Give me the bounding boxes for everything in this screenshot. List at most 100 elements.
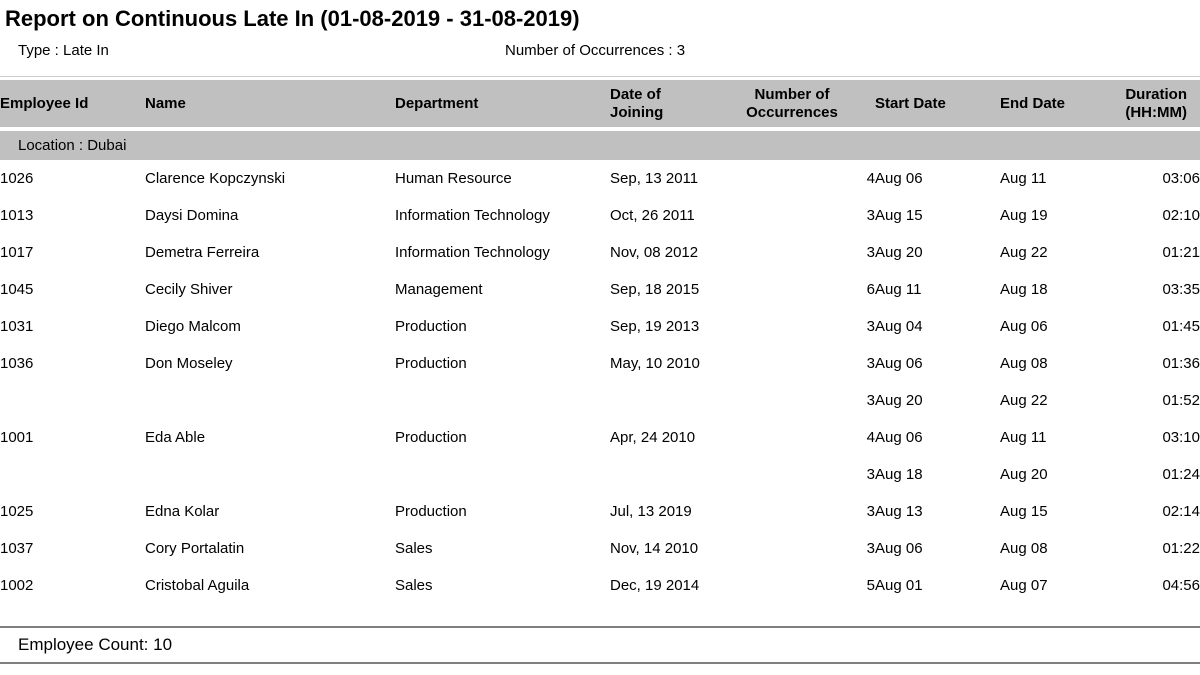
cell-employee-id: 1031 <box>0 318 34 335</box>
cell-end-date: Aug 08 <box>1000 355 1048 372</box>
cell-date-of-joining: Nov, 08 2012 <box>610 244 699 261</box>
cell-employee-id: 1026 <box>0 170 34 187</box>
col-header-start-date: Start Date <box>875 80 1000 131</box>
cell-duration: 02:10 <box>1162 207 1200 224</box>
location-group-label: Location : Dubai <box>0 131 1200 160</box>
cell-duration: 03:06 <box>1162 170 1200 187</box>
cell-end-date: Aug 11 <box>1000 170 1047 187</box>
cell-date-of-joining: Oct, 26 2011 <box>610 207 695 224</box>
table-row: 1013 Daysi Domina Information Technology… <box>0 197 1200 234</box>
cell-end-date: Aug 19 <box>1000 207 1048 224</box>
cell-start-date: Aug 20 <box>875 244 923 261</box>
table-row: 1017 Demetra Ferreira Information Techno… <box>0 234 1200 271</box>
cell-start-date: Aug 13 <box>875 503 923 520</box>
cell-name: Daysi Domina <box>145 207 239 224</box>
cell-name <box>145 456 395 493</box>
cell-duration: 02:14 <box>1162 503 1200 520</box>
cell-duration: 04:56 <box>1162 577 1200 594</box>
cell-occurrences: 5 <box>866 577 875 594</box>
page-title: Report on Continuous Late In (01-08-2019… <box>5 6 580 31</box>
table-row: 1002 Cristobal Aguila Sales Dec, 19 2014… <box>0 567 1200 604</box>
cell-date-of-joining: Sep, 19 2013 <box>610 318 700 335</box>
table-header-row: Employee Id Name Department Date of Join… <box>0 80 1200 131</box>
col-header-duration: Duration (HH:MM) <box>1115 80 1200 131</box>
table-body: 1026 Clarence Kopczynski Human Resource … <box>0 160 1200 604</box>
col-header-department: Department <box>395 80 610 131</box>
cell-start-date: Aug 04 <box>875 318 923 335</box>
cell-name: Clarence Kopczynski <box>145 170 286 187</box>
cell-date-of-joining: Sep, 13 2011 <box>610 170 699 187</box>
cell-occurrences: 3 <box>866 207 875 224</box>
cell-start-date: Aug 20 <box>875 392 923 409</box>
cell-department: Sales <box>395 577 433 594</box>
cell-duration: 01:36 <box>1162 355 1200 372</box>
cell-end-date: Aug 07 <box>1000 577 1048 594</box>
cell-occurrences: 3 <box>866 392 875 409</box>
cell-end-date: Aug 18 <box>1000 281 1048 298</box>
table-row: 1025 Edna Kolar Production Jul, 13 2019 … <box>0 493 1200 530</box>
cell-date-of-joining: Sep, 18 2015 <box>610 281 700 298</box>
cell-date-of-joining: Dec, 19 2014 <box>610 577 700 594</box>
cell-start-date: Aug 01 <box>875 577 923 594</box>
report-occurrences-label: Number of Occurrences : 3 <box>505 42 686 59</box>
cell-duration: 03:10 <box>1162 429 1200 446</box>
cell-occurrences: 3 <box>866 466 875 483</box>
table-row: 3 Aug 20 Aug 22 01:52 <box>0 382 1200 419</box>
cell-department <box>395 456 610 493</box>
cell-duration: 03:35 <box>1162 281 1200 298</box>
table-row: 1031 Diego Malcom Production Sep, 19 201… <box>0 308 1200 345</box>
cell-employee-id <box>0 382 145 419</box>
cell-end-date: Aug 11 <box>1000 429 1047 446</box>
cell-start-date: Aug 11 <box>875 281 922 298</box>
col-header-occurrences-label: Number of Occurrences <box>746 85 838 121</box>
cell-occurrences: 3 <box>866 244 875 261</box>
cell-employee-id: 1045 <box>0 281 34 298</box>
cell-occurrences: 3 <box>866 318 875 335</box>
report-table: Employee Id Name Department Date of Join… <box>0 80 1200 604</box>
table-row: 1026 Clarence Kopczynski Human Resource … <box>0 160 1200 197</box>
cell-department: Information Technology <box>395 207 550 224</box>
report-type-label: Type : Late In <box>18 42 109 59</box>
col-header-end-date: End Date <box>1000 80 1115 131</box>
cell-end-date: Aug 15 <box>1000 503 1048 520</box>
location-group-row: Location : Dubai <box>0 131 1200 160</box>
table-row: 1001 Eda Able Production Apr, 24 2010 4 … <box>0 419 1200 456</box>
cell-name: Cory Portalatin <box>145 540 245 557</box>
cell-employee-id: 1002 <box>0 577 34 594</box>
report-meta: Type : Late In Number of Occurrences : 3 <box>0 42 1200 62</box>
cell-date-of-joining: Nov, 14 2010 <box>610 540 699 557</box>
table-row: 1037 Cory Portalatin Sales Nov, 14 2010 … <box>0 530 1200 567</box>
cell-start-date: Aug 15 <box>875 207 923 224</box>
col-header-duration-label: Duration (HH:MM) <box>1125 85 1187 121</box>
cell-date-of-joining: May, 10 2010 <box>610 355 700 372</box>
cell-department: Production <box>395 318 467 335</box>
cell-end-date: Aug 22 <box>1000 244 1048 261</box>
col-header-date-of-joining: Date of Joining <box>610 80 740 131</box>
cell-name: Cristobal Aguila <box>145 577 250 594</box>
cell-name: Don Moseley <box>145 355 233 372</box>
report-footer: Employee Count: 10 <box>0 626 1200 664</box>
cell-duration: 01:22 <box>1162 540 1200 557</box>
cell-name: Eda Able <box>145 429 206 446</box>
col-header-occurrences: Number of Occurrences <box>740 80 875 131</box>
cell-duration: 01:45 <box>1162 318 1200 335</box>
employee-count-label: Employee Count: 10 <box>18 635 173 654</box>
cell-name: Diego Malcom <box>145 318 241 335</box>
cell-date-of-joining: Jul, 13 2019 <box>610 503 692 520</box>
cell-employee-id: 1001 <box>0 429 34 446</box>
cell-start-date: Aug 06 <box>875 170 923 187</box>
cell-department: Production <box>395 503 467 520</box>
cell-employee-id <box>0 456 145 493</box>
table-row: 1036 Don Moseley Production May, 10 2010… <box>0 345 1200 382</box>
cell-department <box>395 382 610 419</box>
cell-end-date: Aug 06 <box>1000 318 1048 335</box>
cell-duration: 01:52 <box>1162 392 1200 409</box>
cell-occurrences: 6 <box>866 281 875 298</box>
cell-employee-id: 1037 <box>0 540 34 557</box>
cell-department: Management <box>395 281 483 298</box>
cell-end-date: Aug 20 <box>1000 466 1048 483</box>
cell-name: Demetra Ferreira <box>145 244 260 261</box>
cell-employee-id: 1013 <box>0 207 34 224</box>
cell-occurrences: 3 <box>866 540 875 557</box>
cell-start-date: Aug 06 <box>875 540 923 557</box>
